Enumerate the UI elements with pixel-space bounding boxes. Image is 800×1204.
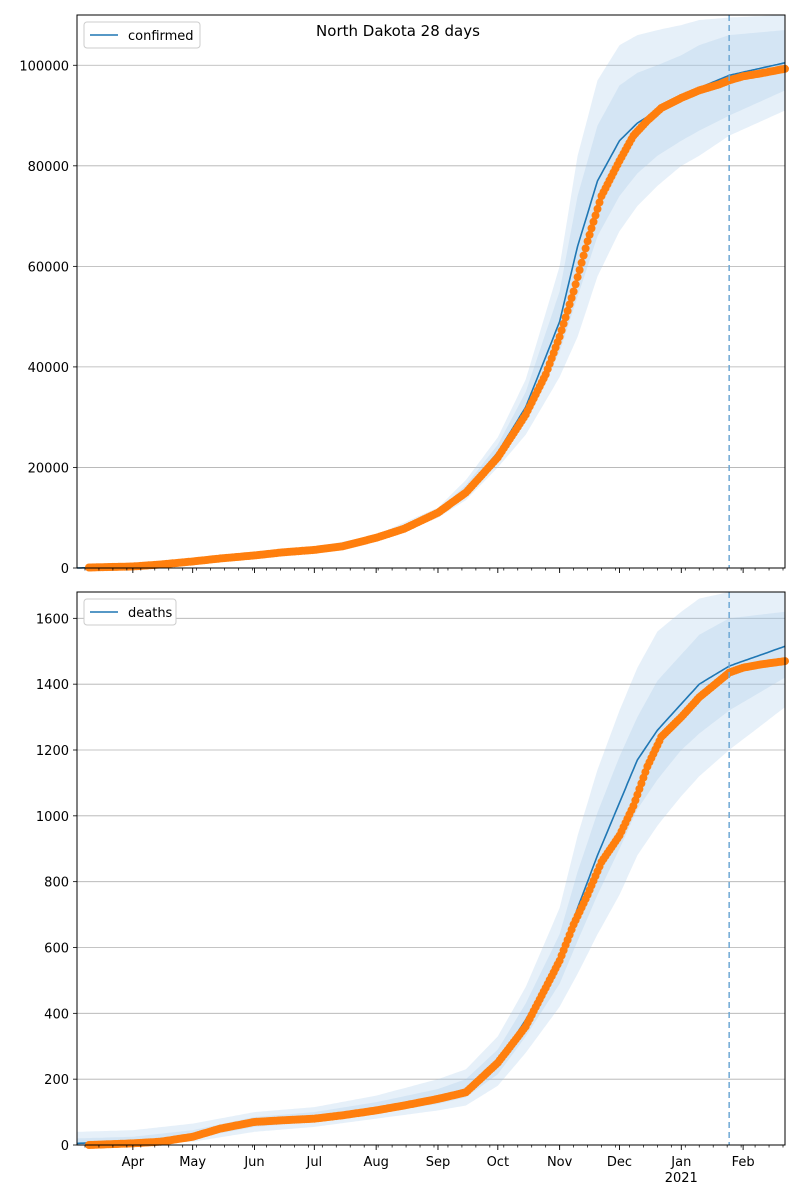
observed-point [587,224,596,233]
x-tick-label: Dec [607,1155,632,1170]
observed-point [563,306,572,315]
observed-point [573,273,582,282]
panel-bottom: 0 200 400 600 800 1000 1200 1400 1600 Apr May Jun Ju… [36,591,789,1186]
observed-point [577,258,586,267]
observed-point [579,251,588,260]
observed-point [561,313,570,322]
x-tick-label: Oct [487,1155,509,1170]
plot-frame [76,591,786,1146]
observed-points [85,64,789,572]
uncertainty-band [77,592,785,1145]
observed-point [567,294,576,302]
observed-point [559,319,568,328]
y-tick-label: 1400 [36,678,69,693]
x-tick-label: Jul [305,1155,322,1170]
y-tick-label: 20000 [28,461,69,476]
x-tick-label: Jun [243,1155,264,1170]
observed-point [591,211,600,220]
x-tick-label: Aug [363,1155,388,1170]
x-tick-label: Apr [122,1155,145,1170]
uncertainty-band [77,611,785,1145]
observed-point [583,237,592,246]
observed-point [575,266,584,274]
observed-point [569,287,578,296]
x-tick-label: Sep [426,1155,451,1170]
y-tick-label: 100000 [19,59,69,74]
y-tick-label: 400 [44,1007,69,1022]
observed-point [565,300,574,309]
y-tick-label: 800 [44,876,69,891]
y-tick-label: 40000 [28,361,69,376]
y-tick-label: 1600 [36,612,69,627]
uncertainty-band [77,30,785,569]
observed-points [85,657,789,1149]
observed-point [571,280,580,289]
legend: deaths [83,598,177,626]
x-tick-label: May [179,1155,206,1170]
legend: confirmed [83,21,201,49]
uncertainty-band [77,15,785,568]
legend-box [83,21,201,49]
legend-label: confirmed [128,29,194,44]
observed-point [557,326,566,335]
observed-point [589,217,598,226]
y-tick-label: 60000 [28,260,69,275]
legend-box [83,598,177,626]
y-tick-label: 1200 [36,744,69,759]
observed-point [555,332,564,341]
panel-top: 0 20000 40000 60000 80000 100000 confirmed [19,14,789,577]
y-tick-label: 80000 [28,160,69,175]
plot-frame [76,14,786,569]
y-tick-label: 0 [61,562,69,577]
x-tick-label: Feb [732,1155,755,1170]
legend-label: deaths [128,606,173,621]
observed-point [595,198,604,207]
observed-point [581,244,590,253]
y-tick-label: 600 [44,942,69,957]
observed-point [593,204,602,213]
y-tick-label: 1000 [36,810,69,825]
x-year-label: 2021 [665,1171,698,1186]
observed-point [585,230,594,239]
y-tick-label: 0 [61,1139,69,1154]
x-tick-label: Jan [670,1155,691,1170]
x-tick-label: Nov [547,1155,573,1170]
chart-title: North Dakota 28 days [316,22,480,40]
y-tick-label: 200 [44,1073,69,1088]
